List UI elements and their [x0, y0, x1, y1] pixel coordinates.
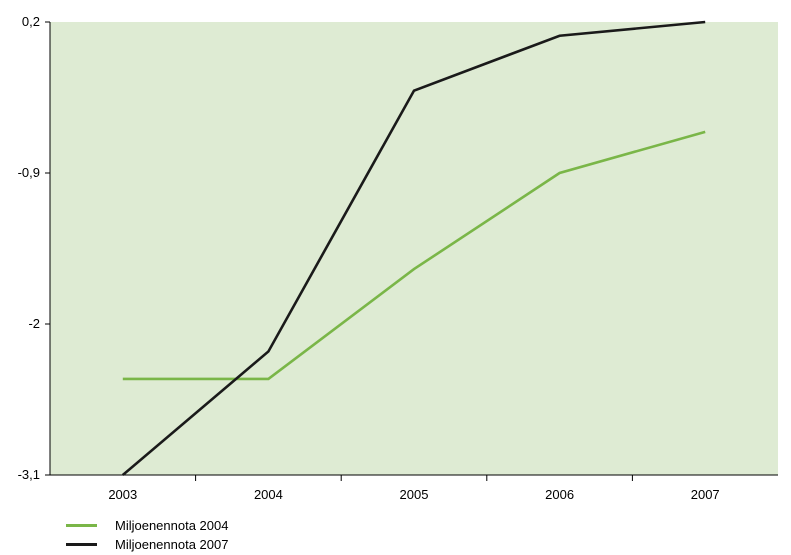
x-tick-label: 2004 [254, 487, 283, 502]
legend-item-2004: Miljoenennota 2004 [66, 516, 228, 535]
y-tick-label: -2 [28, 316, 40, 331]
legend-swatch-2007 [66, 543, 97, 546]
x-tick-label: 2007 [691, 487, 720, 502]
legend-swatch-2004 [66, 524, 97, 527]
x-tick-label: 2003 [108, 487, 137, 502]
y-tick-label: -3,1 [18, 467, 40, 482]
x-tick-label: 2006 [545, 487, 574, 502]
legend-label-2004: Miljoenennota 2004 [115, 518, 229, 533]
y-tick-label: 0,2 [22, 14, 40, 29]
series-layer [121, 20, 706, 476]
legend: Miljoenennota 2004 Miljoenennota 2007 [66, 516, 228, 554]
legend-item-2007: Miljoenennota 2007 [66, 535, 228, 554]
plot-area [50, 22, 778, 475]
axes [45, 21, 778, 481]
x-tick-label: 2005 [400, 487, 429, 502]
legend-label-2007: Miljoenennota 2007 [115, 537, 229, 552]
y-tick-label: -0,9 [18, 165, 40, 180]
tick-labels: 0,2 -0,9 -2 -3,1 2003 2004 2005 2006 2007 [18, 14, 720, 502]
